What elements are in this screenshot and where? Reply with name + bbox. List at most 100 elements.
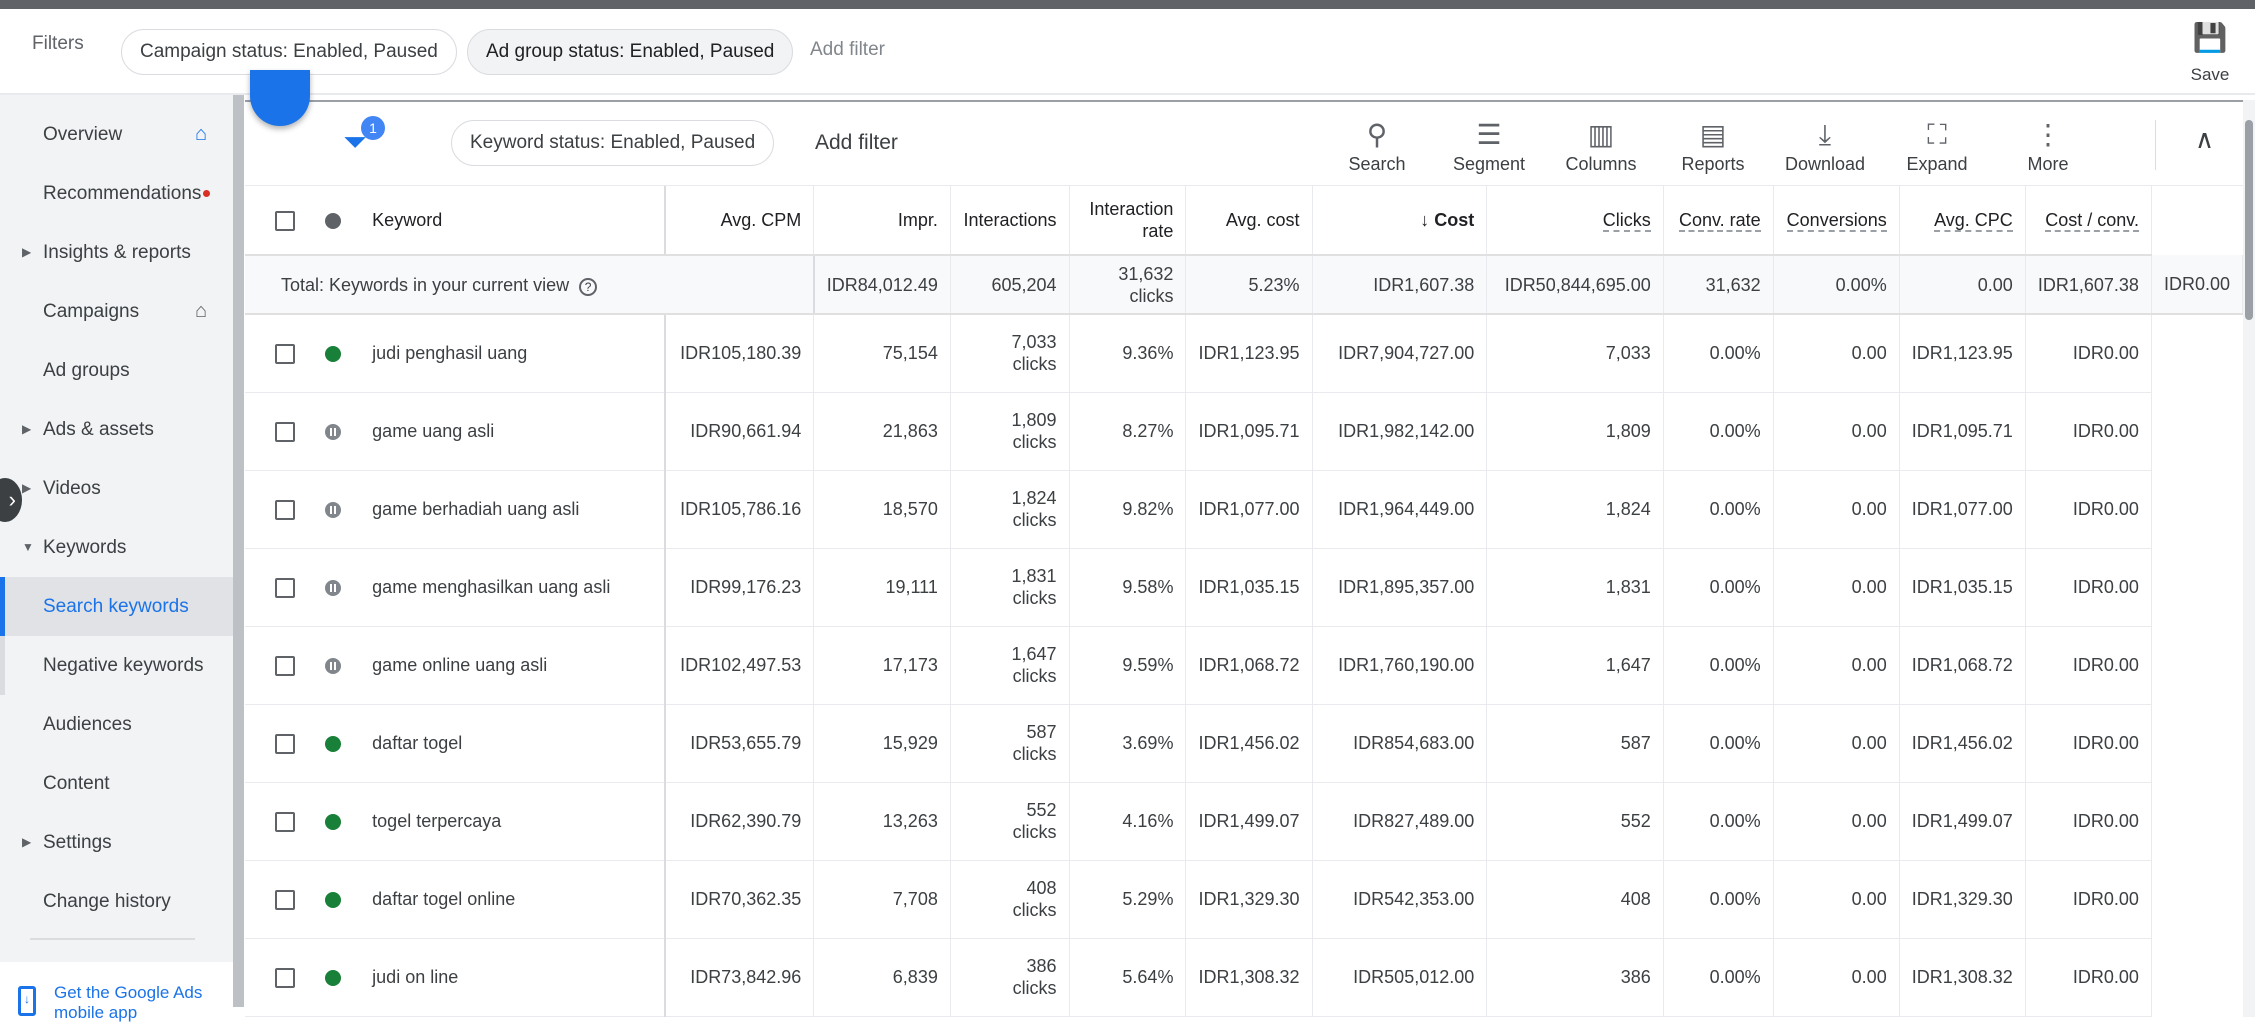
status-enabled-icon[interactable]: [325, 736, 341, 753]
column-header-cost[interactable]: ↓ Cost: [1312, 186, 1488, 256]
sidebar-item-campaigns[interactable]: Campaigns ⌂: [0, 282, 233, 341]
search-button[interactable]: ⚲ Search: [1322, 116, 1432, 175]
row-checkbox[interactable]: [275, 578, 295, 599]
cell-avg-cpc: IDR1,095.71: [1899, 392, 2026, 471]
status-enabled-icon[interactable]: [325, 892, 341, 909]
expand-nav-button[interactable]: ›: [0, 478, 22, 522]
cell-conv-rate: 0.00%: [1663, 392, 1774, 471]
save-button[interactable]: 💾 Save: [2180, 21, 2240, 85]
row-checkbox[interactable]: [275, 968, 295, 989]
cell-impr: 15,929: [813, 704, 951, 783]
keyword-cell[interactable]: game online uang asli: [360, 626, 666, 705]
scroll-thumb[interactable]: [2245, 120, 2253, 320]
column-header-avg-cpm[interactable]: Avg. CPM: [664, 186, 815, 256]
keyword-cell[interactable]: daftar togel: [360, 704, 666, 783]
cell-conv-rate: 0.00%: [1663, 470, 1774, 549]
column-header-avg-cpc[interactable]: Avg. CPC: [1899, 186, 2026, 256]
status-enabled-icon[interactable]: [325, 970, 341, 987]
cell-value: 0.00%: [1709, 421, 1761, 441]
sidebar-item-ad-groups[interactable]: Ad groups: [0, 341, 233, 400]
filter-icon[interactable]: ⏷ 1: [343, 116, 385, 160]
cell-value: IDR0.00: [2072, 733, 2139, 753]
sidebar-item-label: Content: [43, 773, 110, 794]
ad-group-status-chip[interactable]: Ad group status: Enabled, Paused: [467, 29, 794, 75]
status-paused-icon[interactable]: [325, 658, 341, 675]
sidebar-item-search-keywords[interactable]: Search keywords: [0, 577, 233, 636]
cell-value: 0.00%: [1709, 967, 1761, 987]
sidebar-item-label: Change history: [43, 891, 171, 912]
campaign-status-chip[interactable]: Campaign status: Enabled, Paused: [121, 29, 457, 75]
help-icon[interactable]: ?: [579, 277, 598, 296]
table-toolbar: ⏷ 1 Keyword status: Enabled, Paused Add f…: [245, 102, 2243, 186]
column-header-cost-conv[interactable]: Cost / conv.: [2025, 186, 2152, 256]
column-header-interactions[interactable]: Interactions: [950, 186, 1070, 256]
keyword-cell[interactable]: game berhadiah uang asli: [360, 470, 666, 549]
sidebar-item-recommendations[interactable]: Recommendations: [0, 164, 233, 223]
status-paused-icon[interactable]: [325, 580, 341, 597]
status-paused-icon[interactable]: [325, 424, 341, 441]
keyword-cell[interactable]: judi penghasil uang: [360, 314, 666, 393]
segment-button[interactable]: ☰ Segment: [1434, 116, 1544, 175]
keyword-cell[interactable]: daftar togel online: [360, 860, 666, 939]
sidebar-item-settings[interactable]: ▶ Settings: [0, 813, 233, 872]
add-filter-link[interactable]: Add filter: [810, 39, 885, 60]
status-paused-icon[interactable]: [325, 502, 341, 519]
keyword-cell[interactable]: judi on line: [360, 938, 666, 1017]
create-fab-button[interactable]: [250, 70, 310, 126]
status-column-icon: [325, 213, 341, 230]
row-checkbox[interactable]: [275, 656, 295, 677]
row-checkbox[interactable]: [275, 344, 295, 365]
sidebar-item-audiences[interactable]: Audiences: [0, 695, 233, 754]
page-scrollbar[interactable]: [2243, 100, 2255, 1017]
cell-conversions: 0.00: [1773, 314, 1900, 393]
sidebar-item-insights-reports[interactable]: ▶ Insights & reports: [0, 223, 233, 282]
sidebar-item-change-history[interactable]: Change history: [0, 872, 233, 931]
collapse-icon[interactable]: ∧: [2195, 124, 2215, 154]
sidebar-item-keywords[interactable]: ▼ Keywords: [0, 518, 233, 577]
cell-value: 15,929: [882, 733, 938, 753]
download-button[interactable]: ⤓ Download: [1770, 116, 1880, 175]
cell-value: IDR1,895,357.00: [1338, 577, 1475, 597]
column-header-avg-cost[interactable]: Avg. cost: [1185, 186, 1313, 256]
column-header-conversions[interactable]: Conversions: [1773, 186, 1900, 256]
header-select-cell: [245, 186, 361, 256]
row-checkbox[interactable]: [275, 734, 295, 755]
column-header-impr[interactable]: Impr.: [813, 186, 951, 256]
cell-value: IDR1,035.15: [1911, 577, 2013, 597]
column-header-clicks[interactable]: Clicks: [1486, 186, 1664, 256]
sidebar-item-overview[interactable]: Overview ⌂: [0, 105, 233, 164]
sidebar-item-negative-keywords[interactable]: Negative keywords: [0, 636, 233, 695]
keyword-status-chip[interactable]: Keyword status: Enabled, Paused: [451, 120, 775, 166]
add-filter-button[interactable]: Add filter: [815, 131, 898, 154]
sidebar-item-ads-assets[interactable]: ▶ Ads & assets: [0, 400, 233, 459]
column-header-interaction-rate[interactable]: Interaction rate: [1069, 186, 1187, 256]
keyword-text: game online uang asli: [372, 655, 548, 675]
cell-value: IDR0.00: [2072, 655, 2139, 675]
cell-cost-conv: IDR0.00: [2025, 548, 2152, 627]
mobile-app-link[interactable]: ↓ Get the Google Ads mobile app: [0, 962, 233, 1022]
more-button[interactable]: ⋮ More: [1993, 116, 2103, 175]
column-header-keyword[interactable]: Keyword: [360, 186, 666, 256]
keyword-cell[interactable]: game uang asli: [360, 392, 666, 471]
sidebar-scrollbar[interactable]: [233, 95, 244, 1007]
row-checkbox[interactable]: [275, 500, 295, 521]
status-enabled-icon[interactable]: [325, 346, 341, 363]
row-checkbox[interactable]: [275, 812, 295, 833]
cell-avg-cpm: IDR105,180.39: [664, 314, 815, 393]
reports-button[interactable]: ▤ Reports: [1658, 116, 1768, 175]
expand-button[interactable]: ⛶ Expand: [1882, 116, 1992, 175]
cell-interaction-rate: 9.82%: [1069, 470, 1187, 549]
keyword-cell[interactable]: game menghasilkan uang asli: [360, 548, 666, 627]
sidebar-item-content[interactable]: Content: [0, 754, 233, 813]
cell-conversions: 0.00: [1773, 392, 1900, 471]
keyword-cell[interactable]: togel terpercaya: [360, 782, 666, 861]
status-enabled-icon[interactable]: [325, 814, 341, 831]
sidebar-item-videos[interactable]: ▶ Videos: [0, 459, 233, 518]
column-header-conv-rate[interactable]: Conv. rate: [1663, 186, 1774, 256]
row-checkbox[interactable]: [275, 890, 295, 911]
interactions-unit: clicks: [1012, 510, 1057, 530]
select-all-checkbox[interactable]: [275, 211, 295, 232]
row-checkbox[interactable]: [275, 422, 295, 443]
columns-button[interactable]: ▥ Columns: [1546, 116, 1656, 175]
cell-value: IDR0.00: [2072, 967, 2139, 987]
